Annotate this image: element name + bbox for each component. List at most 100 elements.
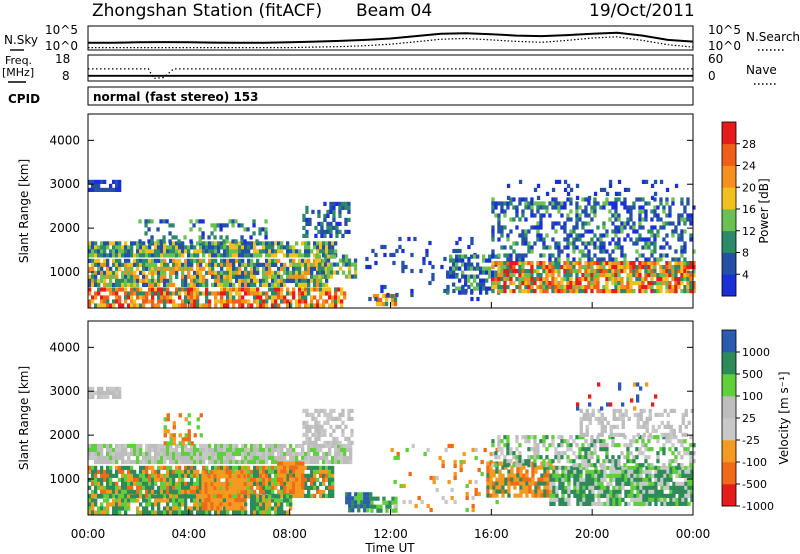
power-cell xyxy=(608,217,612,222)
power-cell xyxy=(587,249,591,254)
power-cell xyxy=(301,253,305,258)
power-cell xyxy=(506,261,510,266)
velocity-cell xyxy=(175,498,179,503)
power-cell xyxy=(226,282,230,287)
velocity-cell xyxy=(124,477,128,482)
velocity-cell xyxy=(561,473,565,478)
velocity-cell xyxy=(244,455,248,461)
velocity-cell xyxy=(596,439,600,444)
velocity-cell xyxy=(178,498,182,503)
velocity-cell xyxy=(328,477,332,482)
power-cell xyxy=(310,262,314,267)
velocity-cell xyxy=(199,433,203,438)
velocity-cell xyxy=(247,447,251,453)
velocity-cell xyxy=(350,432,354,437)
velocity-cell xyxy=(109,465,113,470)
power-cell xyxy=(599,249,603,254)
power-cell xyxy=(569,229,573,234)
power-cell xyxy=(127,258,131,263)
power-cell xyxy=(172,253,176,258)
velocity-cell xyxy=(250,455,254,461)
power-cell xyxy=(256,266,260,271)
power-cell xyxy=(335,225,339,230)
velocity-cell xyxy=(213,490,217,495)
power-cell xyxy=(169,299,173,304)
power-cell xyxy=(331,303,335,308)
velocity-cell xyxy=(391,500,395,505)
power-cell xyxy=(145,278,149,283)
power-cell xyxy=(563,237,567,242)
velocity-cell xyxy=(498,461,502,466)
power-cell xyxy=(653,269,657,274)
velocity-cell xyxy=(627,469,631,474)
velocity-cell xyxy=(196,489,200,494)
velocity-cell xyxy=(265,469,269,474)
power-cell xyxy=(271,262,275,267)
power-cell xyxy=(680,273,684,278)
velocity-cell xyxy=(187,494,191,499)
velocity-cell xyxy=(259,459,263,465)
velocity-cell xyxy=(570,469,574,474)
power-cell xyxy=(530,269,534,274)
power-cell xyxy=(653,213,657,218)
velocity-cell xyxy=(328,465,332,470)
power-cell xyxy=(680,237,684,242)
power-cell xyxy=(512,217,516,222)
power-cell xyxy=(208,262,212,267)
power-cell xyxy=(548,257,552,262)
power-cell xyxy=(322,287,326,292)
frequency-series-group xyxy=(88,68,693,80)
velocity-cell xyxy=(187,481,191,486)
velocity-cell xyxy=(326,416,330,421)
power-cell xyxy=(130,295,134,300)
power-cell xyxy=(232,270,236,275)
velocity-cell xyxy=(240,490,244,495)
velocity-cell xyxy=(247,481,251,486)
power-cell xyxy=(127,278,131,283)
noise-ytick-top-right: 10^5 xyxy=(708,23,741,37)
power-cell xyxy=(575,217,579,222)
power-cell xyxy=(521,241,525,246)
power-cell xyxy=(244,287,248,292)
power-cell xyxy=(662,253,666,258)
velocity-cell xyxy=(256,465,260,470)
power-cell xyxy=(166,249,170,254)
velocity-cell xyxy=(308,436,312,441)
velocity-cell xyxy=(250,494,254,499)
power-cell xyxy=(599,269,603,274)
power-cell xyxy=(289,299,293,304)
velocity-cell xyxy=(621,481,625,486)
power-cell xyxy=(190,245,194,250)
velocity-cell xyxy=(172,459,176,465)
velocity-cell xyxy=(91,443,95,449)
velocity-cell xyxy=(136,498,140,503)
power-cell xyxy=(115,270,119,275)
velocity-cell xyxy=(232,469,236,474)
power-cell xyxy=(177,239,181,244)
velocity-cell xyxy=(280,443,284,449)
velocity-cell xyxy=(193,506,197,511)
power-cell xyxy=(497,269,501,274)
velocity-cell xyxy=(259,485,263,490)
velocity-cell xyxy=(530,455,534,460)
power-cell xyxy=(88,274,92,279)
velocity-cell xyxy=(678,481,682,486)
velocity-cell xyxy=(501,493,505,498)
velocity-cell xyxy=(222,490,226,495)
power-cell xyxy=(458,248,462,254)
power-cell xyxy=(271,287,275,292)
power-cell xyxy=(331,249,335,254)
velocity-cell xyxy=(268,485,272,490)
power-cell xyxy=(160,274,164,279)
power-cell xyxy=(337,295,341,300)
velocity-cell xyxy=(310,481,314,486)
velocity-cell xyxy=(184,498,188,503)
velocity-cell xyxy=(241,451,245,457)
power-cell xyxy=(244,299,248,304)
velocity-cell xyxy=(223,465,227,470)
velocity-cell xyxy=(310,469,314,474)
power-cell xyxy=(97,282,101,287)
power-cell xyxy=(557,285,561,290)
power-cell xyxy=(238,266,242,271)
power-cell xyxy=(575,205,579,210)
